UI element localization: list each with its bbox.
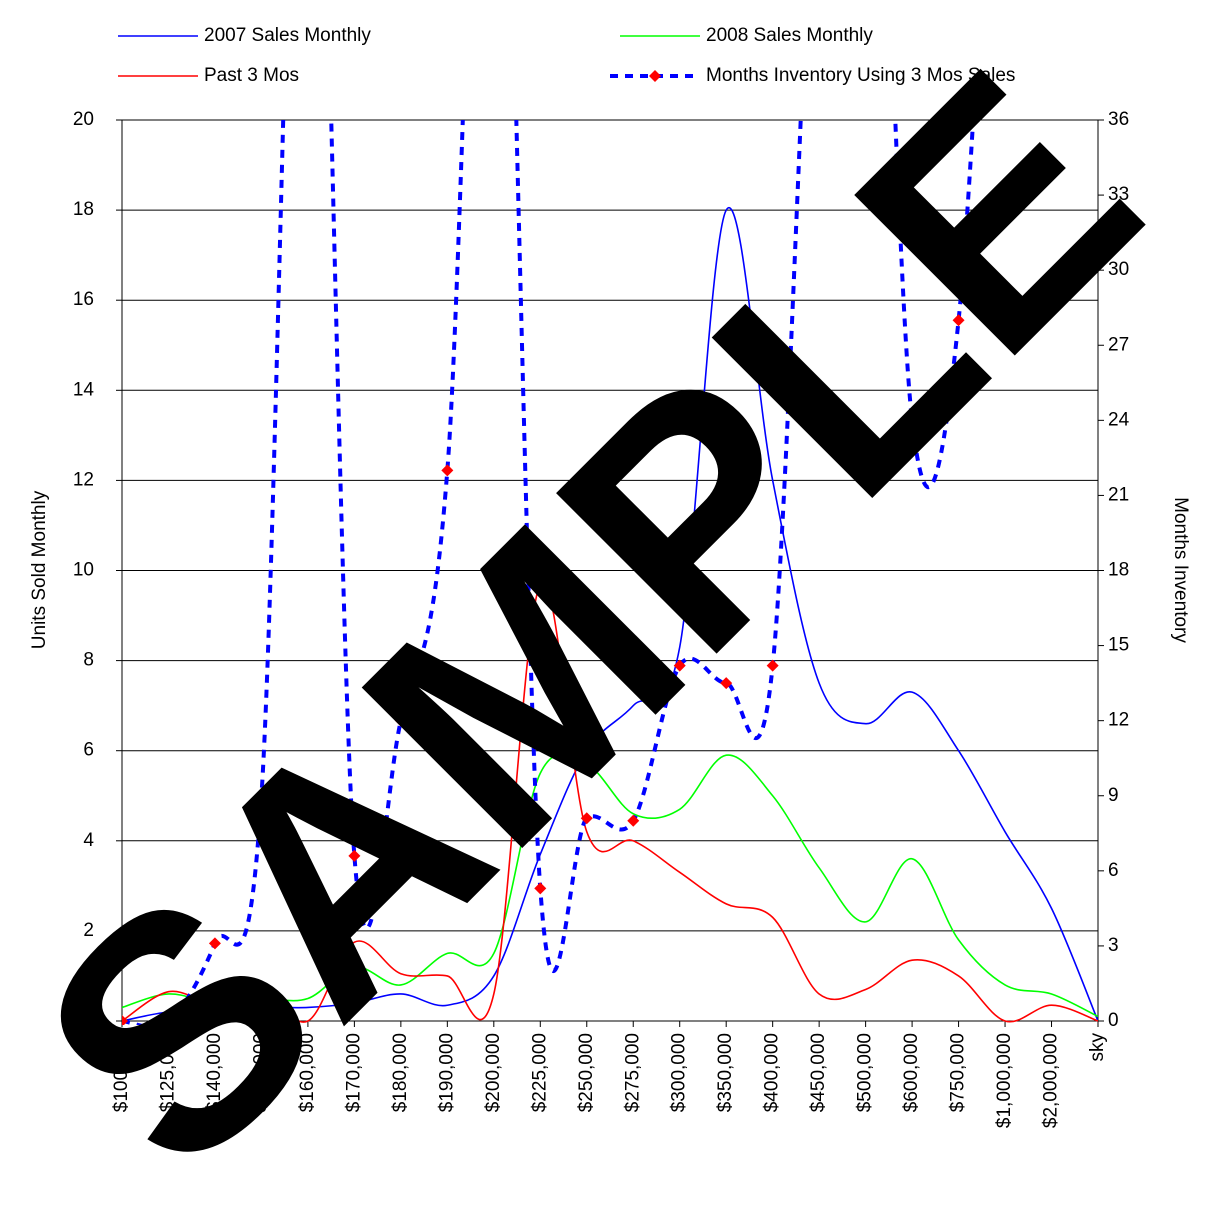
x-tick-label: $1,000,000 [994, 1033, 1015, 1128]
x-tick-label: $2,000,000 [1041, 1033, 1062, 1128]
chart: Units Sold Monthly Months Inventory 0 24 6… [0, 0, 1215, 1218]
y2-tick-label: 36 [1108, 109, 1129, 130]
x-tick-label: $250,000 [576, 1033, 597, 1112]
x-tick-label: $450,000 [808, 1033, 829, 1112]
x-tick-label: sky [1087, 1033, 1108, 1062]
x-tick-label: $400,000 [762, 1033, 783, 1112]
watermark: SAMPLE [0, 4, 1204, 1218]
marker [441, 464, 453, 476]
y2-tick-label: 0 [1108, 1010, 1119, 1031]
x-tick-label: $200,000 [483, 1033, 504, 1112]
y2-tick-label: 12 [1108, 710, 1129, 731]
y2-tick-label: 21 [1108, 484, 1129, 505]
y-tick-label: 18 [73, 199, 94, 220]
y2-tick-label: 15 [1108, 635, 1129, 656]
legend-label: 2008 Sales Monthly [706, 25, 873, 46]
y2-tick-label: 9 [1108, 785, 1119, 806]
y2-tick-label: 6 [1108, 860, 1119, 881]
x-tick-label: $750,000 [948, 1033, 969, 1112]
x-tick-label: $300,000 [669, 1033, 690, 1112]
y-tick-label: 10 [73, 560, 94, 581]
y2-tick-label: 3 [1108, 935, 1119, 956]
legend-marker [649, 70, 661, 82]
x-tick-label: $275,000 [622, 1033, 643, 1112]
y-tick-label: 6 [83, 740, 94, 761]
y-tick-label: 4 [83, 830, 94, 851]
legend-label: Past 3 Mos [204, 65, 299, 86]
legend-label: 2007 Sales Monthly [204, 25, 371, 46]
y-tick-label: 16 [73, 289, 94, 310]
x-tick-label: $500,000 [855, 1033, 876, 1112]
x-tick-label: $190,000 [436, 1033, 457, 1112]
y-tick-label: 20 [73, 109, 94, 130]
y-tick-label: 12 [73, 469, 94, 490]
x-tick-label: $225,000 [529, 1033, 550, 1112]
x-tick-label: $600,000 [901, 1033, 922, 1112]
y2-axis-label: Months Inventory [1170, 497, 1191, 643]
x-tick-label: $350,000 [715, 1033, 736, 1112]
y-axis-label: Units Sold Monthly [29, 490, 50, 649]
y2-tick-label: 18 [1108, 560, 1129, 581]
y-tick-label: 14 [73, 379, 95, 400]
y2-tick-label: 24 [1108, 409, 1130, 430]
y-tick-label: 8 [83, 650, 94, 671]
